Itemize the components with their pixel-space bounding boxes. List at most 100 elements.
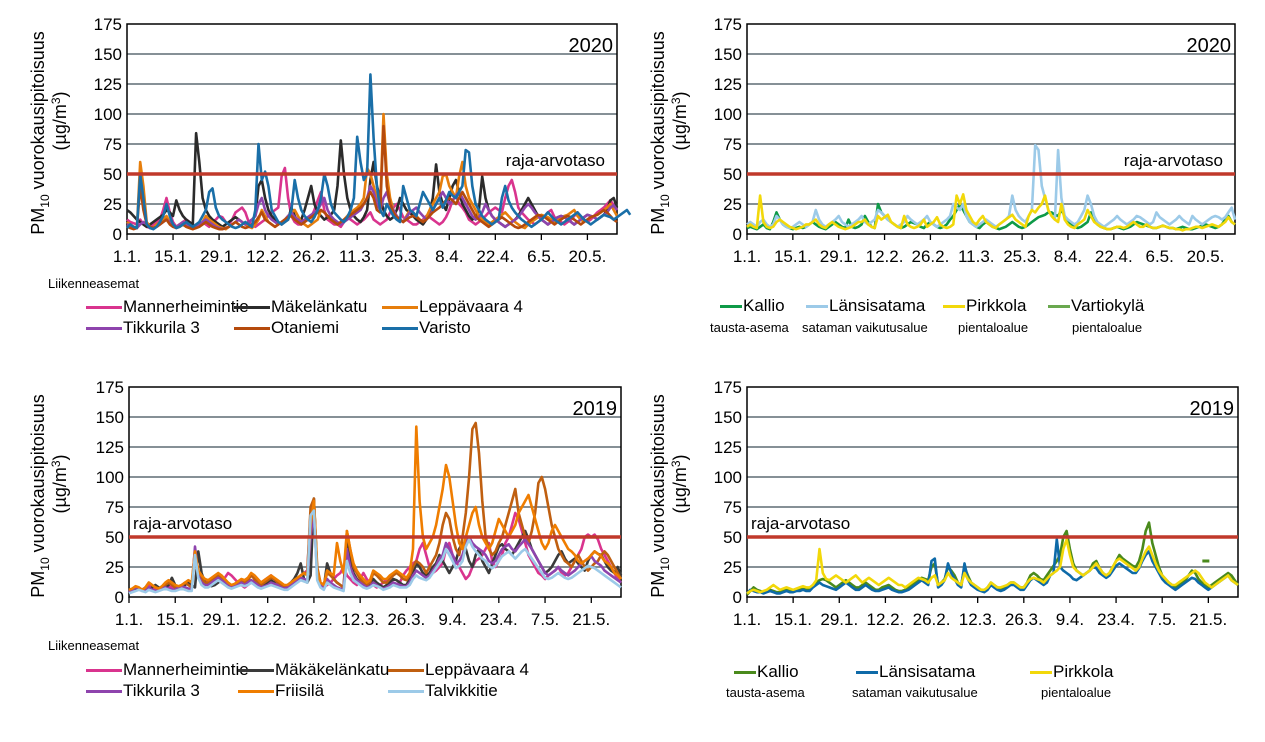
x-tick-label: 22.4.: [1095, 247, 1133, 266]
legend-swatch: [388, 668, 424, 672]
y-axis-label: PM10 vuorokausipitoisuus: [648, 394, 672, 597]
x-tick-label: 15.1.: [154, 247, 192, 266]
legend-sublabel: sataman vaikutusalue: [802, 320, 928, 335]
y-tick-label: 25: [723, 558, 742, 577]
y-tick-label: 75: [103, 135, 122, 154]
y-tick-label: 25: [105, 558, 124, 577]
series-line-varisto: [126, 73, 632, 231]
y-axis-unit: (µg/m3): [669, 91, 690, 150]
x-tick-label: 26.3.: [1005, 610, 1043, 629]
legend-swatch: [856, 670, 878, 674]
y-tick-label: 100: [96, 468, 124, 487]
series-line-otaniemi: [126, 124, 618, 231]
legend-item-lansisatama[interactable]: Länsisatama: [856, 662, 975, 682]
y-tick-label: 150: [714, 45, 742, 64]
x-tick-label: 25.3.: [384, 247, 422, 266]
legend-item-otaniemi[interactable]: Otaniemi: [234, 318, 339, 338]
plot-frame: [126, 23, 618, 235]
legend-item-kallio[interactable]: Kallio: [734, 662, 799, 682]
legend-item-kallio[interactable]: Kallio: [720, 296, 785, 316]
x-tick-label: 8.4.: [435, 247, 463, 266]
legend-swatch: [1048, 304, 1070, 308]
x-tick-label: 6.5.: [527, 247, 555, 266]
y-tick-label: 75: [723, 135, 742, 154]
x-tick-label: 12.2.: [246, 247, 284, 266]
legend-item-tikkurila[interactable]: Tikkurila 3: [86, 681, 200, 701]
x-tick-label: 7.5.: [1148, 610, 1176, 629]
legend-item-tikkurila[interactable]: Tikkurila 3: [86, 318, 200, 338]
plot-frame: [746, 23, 1236, 235]
legend-swatch: [382, 326, 418, 330]
legend-item-talvikkitie[interactable]: Talvikkitie: [388, 681, 498, 701]
x-tick-label: 15.1.: [774, 247, 812, 266]
series-line-lepp-vaara-4: [126, 112, 619, 231]
y-tick-label: 125: [714, 75, 742, 94]
y-axis-unit: (µg/m3): [669, 454, 690, 513]
y-tick-label: 25: [723, 195, 742, 214]
y-tick-label: 100: [714, 105, 742, 124]
legend-title: Liikenneasemat: [48, 638, 140, 653]
legend-swatch: [734, 670, 756, 674]
legend-item-varisto[interactable]: Varisto: [382, 318, 471, 338]
legend-swatch: [720, 304, 742, 308]
x-tick-label: 26.3.: [387, 610, 425, 629]
legend-swatch: [86, 305, 122, 309]
legend-item-makelankatu[interactable]: Mäkelänkatu: [234, 297, 367, 317]
y-axis-unit: (µg/m3): [49, 454, 70, 513]
legend-item-leppavaara[interactable]: Leppävaara 4: [382, 297, 523, 317]
legend-item-mannerheimintie[interactable]: Mannerheimintie: [86, 660, 249, 680]
legend-sublabel: tausta-asema: [710, 320, 789, 335]
legend-swatch: [1030, 670, 1052, 674]
legend-item-makakelankatu[interactable]: Mäkäkelänkatu: [238, 660, 389, 680]
y-tick-label: 0: [733, 588, 742, 607]
x-tick-label: 26.2.: [912, 247, 950, 266]
x-tick-label: 15.1.: [774, 610, 812, 629]
limit-label: raja-arvotaso: [506, 151, 605, 170]
y-tick-label: 150: [94, 45, 122, 64]
legend-item-leppavaara[interactable]: Leppävaara 4: [388, 660, 529, 680]
y-tick-label: 150: [714, 408, 742, 427]
x-tick-label: 22.4.: [476, 247, 514, 266]
legend-swatch: [86, 689, 122, 693]
chart-panel-bottom-left: 0 25 50 75 100 125 150 175 1.1. 15.1. 29.1. 12.2. 26…: [28, 378, 623, 629]
legend-item-pirkkola[interactable]: Pirkkola: [1030, 662, 1113, 682]
y-axis-label: PM10 vuorokausipitoisuus: [648, 31, 672, 234]
x-tick-label: 29.1.: [820, 610, 858, 629]
y-tick-label: 50: [723, 528, 742, 547]
y-tick-label: 150: [96, 408, 124, 427]
legend-item-lansisatama[interactable]: Länsisatama: [806, 296, 925, 316]
x-tick-label: 12.2.: [866, 610, 904, 629]
y-axis-label: PM10 vuorokausipitoisuus: [28, 31, 52, 234]
x-tick-label: 26.2.: [295, 610, 333, 629]
y-tick-label: 50: [105, 528, 124, 547]
legend-sublabel: pientaloalue: [1041, 685, 1112, 700]
x-tick-label: 1.1.: [733, 610, 761, 629]
series-line-pirkkola: [746, 538, 1239, 595]
legend-item-vartiokyla[interactable]: Vartiokylä: [1048, 296, 1144, 316]
x-tick-label: 8.4.: [1054, 247, 1082, 266]
legend-item-mannerheimintie[interactable]: Mannerheimintie: [86, 297, 249, 317]
x-tick-label: 11.3.: [958, 247, 995, 266]
legend-swatch: [234, 305, 270, 309]
y-tick-label: 25: [103, 195, 122, 214]
legend-item-friisila[interactable]: Friisilä: [238, 681, 324, 701]
x-tick-label: 11.3.: [339, 247, 376, 266]
legend-swatch: [86, 668, 122, 672]
y-tick-label: 175: [714, 15, 742, 34]
legend-swatch: [238, 689, 274, 693]
chart-panel-top-right: 0 25 50 75 100 125 150 175 1.1. 15.1. 29.1. 12.2. 26…: [648, 15, 1237, 266]
legend-item-pirkkola[interactable]: Pirkkola: [943, 296, 1026, 316]
year-label: 2020: [1187, 35, 1232, 57]
legend-title: Liikenneasemat: [48, 276, 140, 291]
y-tick-label: 125: [94, 75, 122, 94]
x-tick-label: 12.3.: [341, 610, 379, 629]
y-tick-label: 75: [723, 498, 742, 517]
x-tick-label: 29.1.: [200, 247, 238, 266]
y-tick-label: 175: [94, 15, 122, 34]
year-label: 2020: [569, 35, 614, 57]
y-tick-label: 125: [96, 438, 124, 457]
chart-panel-top-left: 0 25 50 75 100 125 150 175 1.1. 15.1. 29.1. 12.2. 26…: [28, 15, 632, 266]
x-tick-label: 15.1.: [156, 610, 194, 629]
limit-label: raja-arvotaso: [1124, 151, 1223, 170]
